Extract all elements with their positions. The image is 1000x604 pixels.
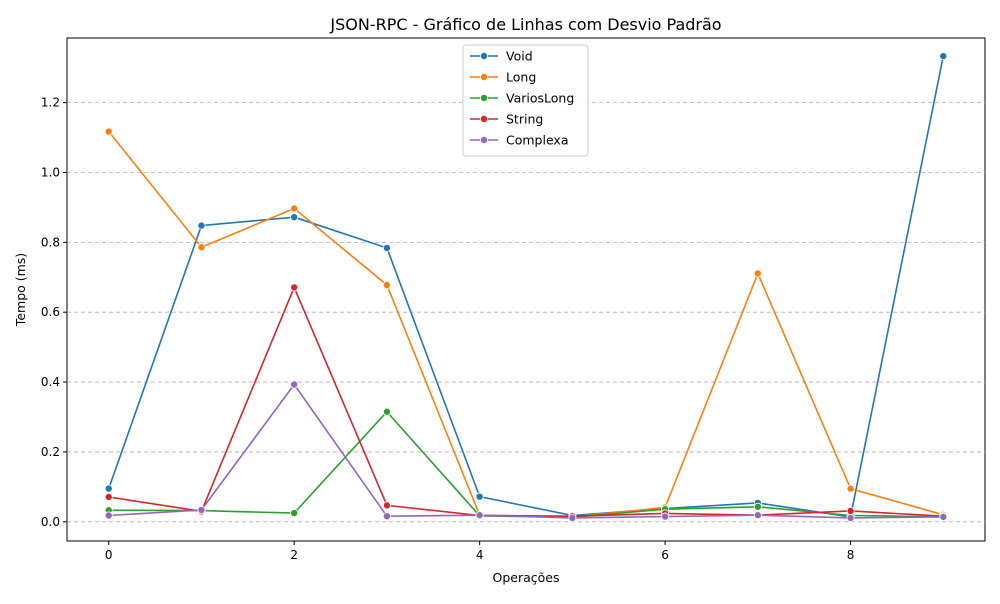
data-point xyxy=(753,511,762,520)
data-point xyxy=(382,512,391,521)
legend-box xyxy=(462,44,589,157)
y-tick-label: 0.0 xyxy=(41,515,60,529)
plot-area xyxy=(66,37,986,542)
x-tick-label: 8 xyxy=(847,548,855,562)
legend-label: Complexa xyxy=(506,133,569,148)
legend-item: Void xyxy=(470,49,533,64)
data-point xyxy=(753,269,762,278)
series-line xyxy=(108,383,944,519)
legend-swatch-marker xyxy=(479,52,488,61)
legend-item: Complexa xyxy=(470,133,569,148)
legend-item: VariosLong xyxy=(470,91,574,106)
data-point xyxy=(290,283,299,292)
legend-swatch-marker xyxy=(479,135,488,144)
series-lines xyxy=(104,52,948,522)
x-tick-label: 6 xyxy=(661,548,669,562)
data-point xyxy=(104,127,113,136)
data-point xyxy=(939,52,948,61)
series-line xyxy=(108,131,944,518)
data-point xyxy=(104,492,113,501)
legend-label: Void xyxy=(506,49,533,64)
legend-item: Long xyxy=(470,70,536,85)
legend-swatch-marker xyxy=(479,73,488,82)
legend-label: String xyxy=(506,112,543,127)
y-axis-title: Tempo (ms) xyxy=(13,253,28,327)
series-complexa xyxy=(104,380,948,522)
data-point xyxy=(382,280,391,289)
data-point xyxy=(568,513,577,522)
y-tick-label: 0.2 xyxy=(41,445,60,459)
y-tick-label: 0.8 xyxy=(41,235,60,249)
chart-title: JSON-RPC - Gráfico de Linhas com Desvio … xyxy=(329,15,721,34)
data-point xyxy=(197,221,206,230)
y-tick-label: 1.2 xyxy=(41,96,60,110)
data-point xyxy=(846,513,855,522)
series-line xyxy=(108,286,944,517)
grid-lines xyxy=(67,102,985,523)
legend: Void Long VariosLong String Complexa xyxy=(462,44,589,157)
y-tick-label: 0.6 xyxy=(41,305,60,319)
data-point xyxy=(475,511,484,520)
data-point xyxy=(290,204,299,213)
legend-label: VariosLong xyxy=(506,91,574,106)
series-varioslong xyxy=(104,407,948,522)
x-axis: 0 2 4 6 8 xyxy=(105,541,854,562)
series-line xyxy=(108,410,944,519)
data-point xyxy=(382,501,391,510)
data-point xyxy=(290,213,299,222)
data-point xyxy=(290,509,299,518)
y-tick-label: 0.4 xyxy=(41,375,60,389)
x-tick-label: 0 xyxy=(105,548,113,562)
legend-item: String xyxy=(470,112,543,127)
data-point xyxy=(753,502,762,511)
data-point xyxy=(846,506,855,515)
legend-swatch-marker xyxy=(479,115,488,124)
y-axis: 0.0 0.2 0.4 0.6 0.8 1.0 1.2 xyxy=(41,96,67,529)
data-point xyxy=(104,484,113,493)
y-tick-label: 1.0 xyxy=(41,165,60,179)
series-string xyxy=(104,283,948,521)
data-point xyxy=(382,407,391,416)
legend-label: Long xyxy=(506,70,536,85)
x-tick-label: 2 xyxy=(290,548,298,562)
x-axis-title: Operações xyxy=(493,570,560,585)
data-point xyxy=(197,243,206,252)
x-tick-label: 4 xyxy=(476,548,484,562)
data-point xyxy=(290,380,299,389)
data-point xyxy=(475,492,484,501)
data-point xyxy=(197,505,206,514)
data-point xyxy=(661,512,670,521)
legend-swatch-marker xyxy=(479,94,488,103)
data-point xyxy=(382,243,391,252)
series-long xyxy=(104,127,948,521)
data-point xyxy=(104,511,113,520)
data-point xyxy=(939,512,948,521)
data-point xyxy=(846,484,855,493)
series-line xyxy=(107,56,945,518)
